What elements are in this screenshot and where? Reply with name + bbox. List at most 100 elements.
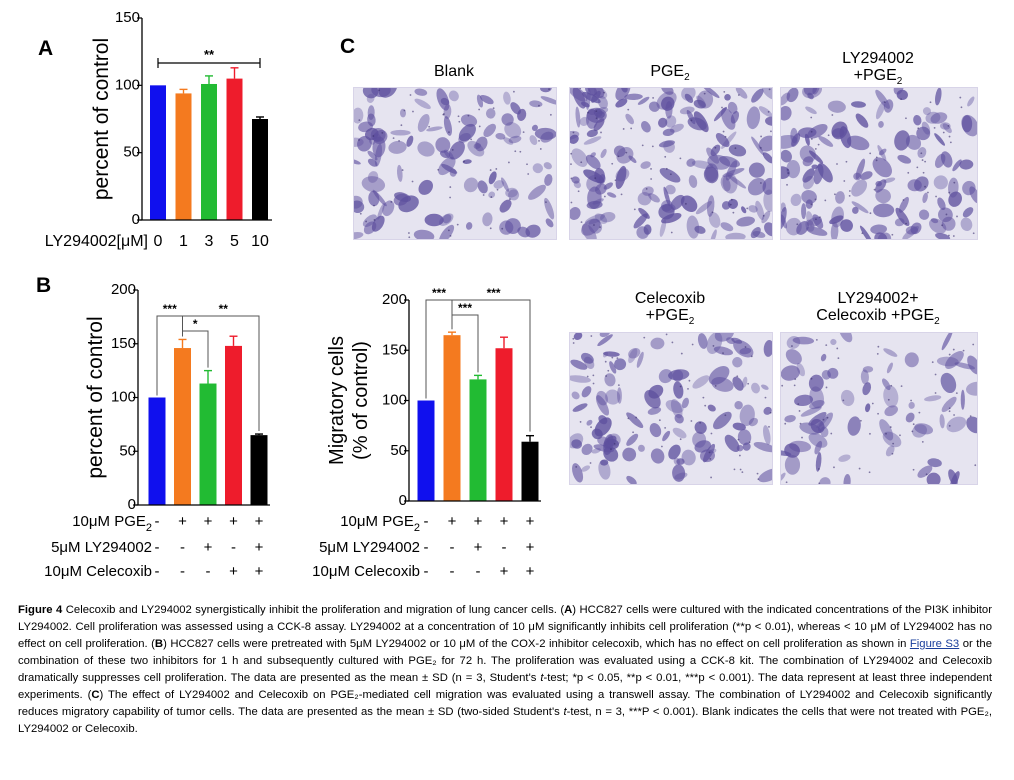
- stained-cell: [508, 189, 520, 201]
- pore-dot: [679, 438, 682, 441]
- pore-dot: [514, 150, 517, 153]
- stained-cell: [628, 155, 637, 164]
- bar: [150, 85, 166, 220]
- stained-cell: [581, 465, 591, 472]
- pore-dot: [714, 384, 717, 387]
- stained-cell: [591, 90, 601, 103]
- micro-title-pge2: PGE2: [650, 63, 690, 84]
- stained-cell: [862, 382, 872, 396]
- stained-cell: [838, 454, 851, 462]
- pore-dot: [762, 214, 765, 217]
- micrograph-texture: [570, 333, 772, 484]
- stained-cell: [665, 399, 684, 414]
- stained-cell: [846, 135, 870, 151]
- stained-cell: [674, 413, 684, 424]
- pore-dot: [836, 347, 839, 350]
- pore-dot: [519, 150, 522, 153]
- stained-cell: [748, 162, 765, 178]
- pore-dot: [617, 384, 620, 387]
- stained-cell: [647, 406, 662, 415]
- stained-cell: [638, 444, 645, 452]
- pore-dot: [887, 398, 890, 401]
- stained-cell: [477, 180, 488, 194]
- stained-cell: [570, 134, 579, 144]
- pore-dot: [960, 106, 963, 109]
- stained-cell: [545, 218, 554, 228]
- stained-cell: [571, 148, 588, 167]
- pore-dot: [948, 424, 951, 427]
- stained-cell: [362, 214, 377, 227]
- treatment-mark: +: [204, 513, 213, 530]
- stained-cell: [581, 443, 593, 456]
- stained-cell: [665, 184, 676, 195]
- stained-cell: [693, 99, 706, 109]
- micrograph-pge2: [569, 87, 773, 240]
- stained-cell: [966, 381, 977, 396]
- pore-dot: [572, 337, 575, 340]
- pore-dot: [690, 420, 693, 422]
- pore-dot: [489, 169, 492, 171]
- micrograph-celecoxib-pge2: [569, 332, 773, 485]
- pore-dot: [869, 212, 872, 215]
- figure-s3-link[interactable]: Figure S3: [909, 638, 960, 650]
- pore-dot: [593, 224, 595, 226]
- stained-cell: [406, 135, 414, 147]
- treatment-mark: +: [178, 513, 187, 530]
- stained-cell: [946, 416, 967, 433]
- stained-cell: [967, 355, 977, 375]
- treatment-mark: +: [474, 539, 483, 556]
- stained-cell: [763, 339, 772, 357]
- bar: [469, 379, 487, 501]
- x-tick-label: 5: [230, 233, 239, 250]
- pore-dot: [921, 159, 924, 161]
- pore-dot: [570, 201, 573, 204]
- pore-dot: [373, 219, 376, 221]
- stained-cell: [830, 338, 837, 346]
- micrograph-texture: [781, 88, 977, 239]
- pore-dot: [722, 130, 725, 133]
- y-tick-label: 50: [390, 442, 407, 459]
- stained-cell: [847, 416, 861, 436]
- stained-cell: [763, 406, 772, 415]
- stained-cell: [805, 106, 817, 115]
- pore-dot: [633, 208, 636, 211]
- pore-dot: [799, 422, 802, 425]
- x-axis-label: LY294002[μM]: [45, 233, 148, 250]
- treatment-mark: -: [424, 563, 429, 580]
- stained-cell: [570, 375, 591, 383]
- stained-cell: [954, 362, 975, 370]
- stained-cell: [476, 94, 484, 108]
- stained-cell: [966, 416, 977, 434]
- pore-dot: [478, 125, 481, 128]
- pore-dot: [592, 374, 595, 377]
- caption-t-italic-1: t: [540, 672, 544, 684]
- pore-dot: [538, 139, 540, 142]
- pore-dot: [737, 94, 740, 96]
- micrograph-texture: [781, 333, 977, 484]
- bar: [521, 441, 539, 501]
- stained-cell: [882, 431, 902, 448]
- stained-cell: [606, 192, 617, 198]
- pore-dot: [787, 168, 789, 171]
- stained-cell: [784, 454, 801, 475]
- stained-cell: [603, 435, 617, 449]
- pore-dot: [671, 341, 674, 344]
- treatment-label-sub: 2: [414, 522, 420, 534]
- pore-dot: [665, 333, 668, 336]
- stained-cell: [941, 333, 953, 351]
- micro-title-ly-pge2: LY294002 +PGE2: [842, 50, 914, 88]
- stained-cell: [529, 135, 538, 145]
- x-tick-label: 3: [205, 233, 214, 250]
- stained-cell: [721, 107, 736, 130]
- pore-dot: [549, 113, 552, 116]
- pore-dot: [603, 195, 606, 198]
- stained-cell: [829, 215, 844, 225]
- stained-cell: [784, 415, 796, 423]
- stained-cell: [875, 181, 882, 187]
- stained-cell: [802, 168, 815, 183]
- caption-text-2: ) HCC827 cells were cultured with the in…: [18, 604, 992, 650]
- stained-cell: [656, 91, 677, 110]
- pore-dot: [760, 182, 762, 184]
- stained-cell: [485, 108, 496, 119]
- pore-dot: [869, 152, 872, 155]
